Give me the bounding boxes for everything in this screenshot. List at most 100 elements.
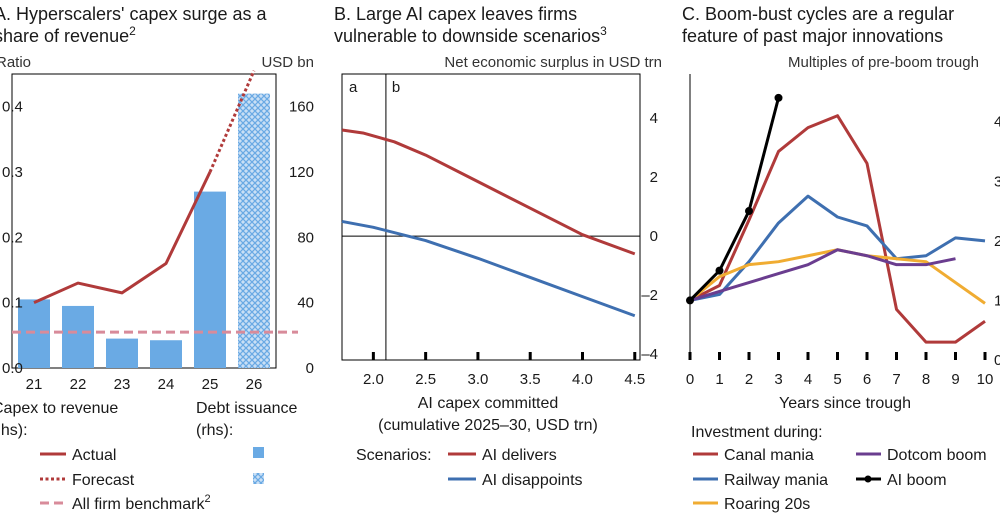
- panel-b-title-line2-text: vulnerable to downside scenarios: [334, 26, 600, 46]
- panel-b-legend-heading: Scenarios:: [356, 447, 432, 464]
- panel-a-title-line2: share of revenue2: [0, 24, 136, 46]
- debt-issuance-bar: [106, 338, 138, 368]
- panel-a-right-tick-label: 0: [306, 360, 314, 377]
- series-ai-boom-point: [686, 296, 694, 305]
- panel-c-y-tick-label: 3: [994, 173, 1000, 190]
- series-actual: [33, 171, 212, 305]
- legend-label-roaring-20s: Roaring 20s: [724, 496, 810, 513]
- legend-label-actual: Actual: [72, 447, 116, 464]
- panel-a-legend-left-heading-2: (lhs):: [0, 422, 28, 439]
- panel-b-title-superscript: 3: [600, 24, 607, 38]
- panel-a-x-tick-label: 25: [202, 376, 219, 393]
- panel-b-x-tick-label: 2.5: [415, 371, 436, 388]
- panel-c-x-tick-label: 10: [977, 371, 994, 388]
- panel-b-plot-frame: [341, 73, 641, 361]
- panel-a-right-tick-label: 40: [297, 295, 314, 312]
- series-ai-disappoints: [341, 219, 636, 318]
- panel-b-x-tick-label: 3.0: [468, 371, 489, 388]
- panel-b-x-tick-label: 4.5: [624, 371, 645, 388]
- panel-a-title-line2-text: share of revenue: [0, 26, 129, 46]
- panel-c-x-tick-label: 1: [715, 371, 723, 388]
- legend-label-ai-boom: AI boom: [887, 472, 947, 489]
- panel-a-title-line1: A. Hyperscalers' capex surge as a: [0, 4, 268, 24]
- legend-label-ai-delivers: AI delivers: [482, 447, 557, 464]
- legend-label-forecast: Forecast: [72, 472, 135, 489]
- panel-b-x-tick-label: 3.5: [520, 371, 541, 388]
- panel-b-legend: Scenarios: AI delivers AI disappoints: [356, 447, 583, 489]
- panel-c: C. Boom-bust cycles are a regular featur…: [682, 4, 1000, 513]
- series-railway-mania: [689, 194, 986, 302]
- panel-a-title-superscript: 2: [129, 24, 136, 38]
- panel-a-legend-right-heading-1: Debt issuance: [196, 400, 297, 417]
- panel-a-left-unit: Ratio: [0, 54, 31, 71]
- panel-b-y-tick-label: –4: [641, 346, 658, 363]
- series-ai-boom-point: [715, 266, 724, 275]
- panel-b-y-tick-label: 4: [650, 110, 658, 127]
- series-ai-boom-point: [745, 207, 753, 216]
- debt-issuance-bar: [238, 93, 270, 368]
- panel-a-x-tick-label: 24: [158, 376, 175, 393]
- panel-b-title-line1: B. Large AI capex leaves firms: [334, 4, 577, 24]
- panel-c-x-tick-label: 6: [863, 371, 871, 388]
- panel-c-x-tick-label: 9: [951, 371, 959, 388]
- panel-c-y-tick-label: 1: [994, 292, 1000, 309]
- debt-issuance-bar: [150, 340, 182, 368]
- panel-a-left-tick-label: 0.2: [2, 229, 23, 246]
- panel-c-y-tick-label: 0: [994, 352, 1000, 369]
- legend-swatch-debt-issuance-forecast: [253, 473, 264, 484]
- legend-swatch-ai-boom-marker: [864, 475, 872, 483]
- series-ai-boom-point: [774, 93, 783, 102]
- panel-c-x-tick-label: 3: [774, 371, 782, 388]
- legend-label-canal-mania: Canal mania: [724, 447, 814, 464]
- panel-c-x-tick-label: 4: [804, 371, 812, 388]
- panel-b-marker-label: b: [392, 79, 400, 96]
- panel-b-y-tick-label: 0: [650, 228, 658, 245]
- panel-a-left-tick-label: 0.3: [2, 164, 23, 181]
- panel-b: B. Large AI capex leaves firms vulnerabl…: [334, 4, 662, 489]
- panel-c-x-tick-label: 7: [892, 371, 900, 388]
- panel-a-legend: Capex to revenue (lhs): Debt issuance (r…: [0, 400, 297, 513]
- panel-b-x-tick-label: 4.0: [572, 371, 593, 388]
- panel-a-x-tick-label: 26: [246, 376, 263, 393]
- panel-a-right-tick-label: 80: [297, 229, 314, 246]
- series-canal-mania: [689, 114, 986, 344]
- panel-a-left-tick-label: 0.4: [2, 99, 23, 116]
- panel-b-title-line2: vulnerable to downside scenarios3: [334, 24, 607, 46]
- series-ai-delivers: [341, 128, 636, 256]
- panel-c-title-line1: C. Boom-bust cycles are a regular: [682, 4, 954, 24]
- panel-c-right-unit: Multiples of pre-boom trough: [788, 54, 979, 71]
- legend-label-dotcom-boom: Dotcom boom: [887, 447, 987, 464]
- legend-swatch-debt-issuance: [253, 447, 264, 458]
- legend-label-railway-mania: Railway mania: [724, 472, 828, 489]
- debt-issuance-bar: [62, 305, 94, 368]
- panel-c-y-tick-label: 4: [994, 114, 1000, 131]
- debt-issuance-bar: [194, 191, 226, 368]
- panel-c-title-line2: feature of past major innovations: [682, 26, 943, 46]
- legend-label-benchmark-text: All firm benchmark: [72, 496, 205, 513]
- panel-a-legend-left-heading-1: Capex to revenue: [0, 400, 118, 417]
- panel-c-x-tick-label: 5: [833, 371, 841, 388]
- debt-issuance-bar: [18, 299, 50, 368]
- series-ai-boom: [688, 97, 780, 302]
- panel-a-left-tick-label: 0.0: [2, 360, 23, 377]
- panel-c-x-tick-label: 0: [686, 371, 694, 388]
- panel-b-xlabel-line2: (cumulative 2025–30, USD trn): [378, 417, 598, 434]
- panel-a: A. Hyperscalers' capex surge as a share …: [0, 4, 314, 513]
- panel-a-x-tick-label: 21: [26, 376, 43, 393]
- panel-c-y-tick-label: 2: [994, 233, 1000, 250]
- panel-b-right-unit: Net economic surplus in USD trn: [444, 54, 662, 71]
- panel-a-x-tick-label: 23: [114, 376, 131, 393]
- panel-b-y-tick-label: –2: [641, 287, 658, 304]
- panel-a-left-tick-label: 0.1: [2, 295, 23, 312]
- panel-a-right-unit: USD bn: [261, 54, 314, 71]
- panel-a-legend-right-heading-2: (rhs):: [196, 422, 233, 439]
- panel-c-xlabel: Years since trough: [779, 395, 911, 412]
- panel-a-right-tick-label: 120: [289, 164, 314, 181]
- panel-b-y-tick-label: 2: [650, 169, 658, 186]
- panel-a-plot-frame: [11, 73, 277, 369]
- panel-a-x-tick-label: 22: [70, 376, 87, 393]
- panel-a-right-tick-label: 160: [289, 99, 314, 116]
- legend-label-benchmark: All firm benchmark2: [72, 493, 211, 513]
- panel-c-x-tick-label: 8: [922, 371, 930, 388]
